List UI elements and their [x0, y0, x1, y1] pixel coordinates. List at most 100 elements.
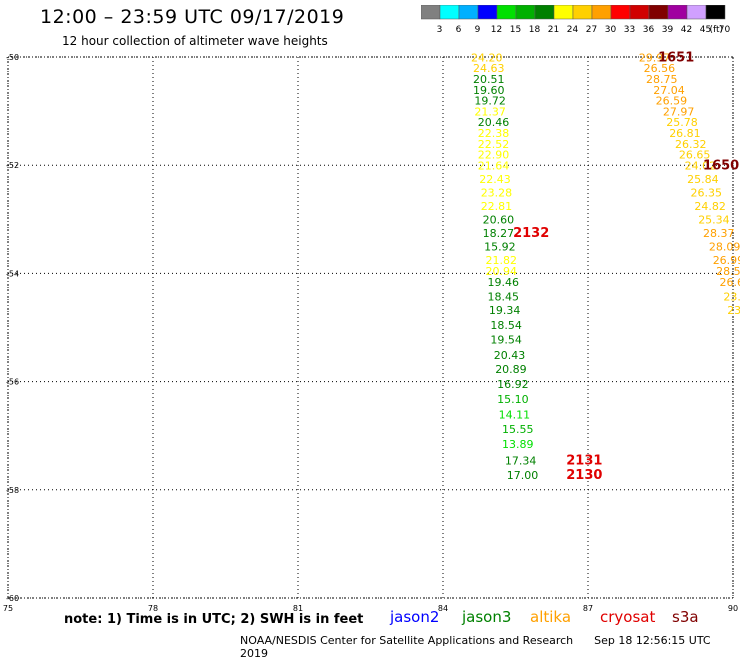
- wave-height-value-37: 26.59: [656, 95, 688, 108]
- lon-label-87: 87: [583, 604, 593, 613]
- wave-height-value-4: 19.72: [474, 95, 506, 108]
- wave-height-value-23: 19.54: [490, 334, 522, 347]
- colorbar-bin-70: [705, 5, 726, 20]
- colorbar-tick-45: 45: [700, 25, 711, 35]
- wave-height-value-45: 26.35: [690, 187, 722, 200]
- wave-height-value-19: 19.46: [487, 276, 519, 289]
- colorbar-tick-21: 21: [548, 25, 559, 35]
- wave-height-value-17: 21.82: [486, 254, 518, 267]
- wave-height-value-15: 18.27: [483, 227, 514, 240]
- wave-height-value-40: 26.81: [669, 127, 701, 140]
- colorbar-tick-27: 27: [586, 25, 597, 35]
- wave-height-value-14: 20.60: [483, 214, 514, 227]
- colorbar-tick-15: 15: [510, 25, 521, 35]
- map-subtitle: 12 hour collection of altimeter wave hei…: [62, 34, 328, 48]
- wave-height-value-29: 15.55: [502, 423, 534, 436]
- pass-time-1650: 1650: [703, 159, 739, 174]
- pass-time-1651: 1651: [658, 50, 694, 65]
- wave-height-value-38: 27.97: [663, 105, 695, 118]
- wave-height-value-10: 21.64: [478, 160, 510, 173]
- map-frame: [7, 56, 734, 599]
- wave-height-value-28: 14.11: [499, 408, 531, 421]
- wave-height-value-44: 25.84: [687, 173, 719, 186]
- wave-height-value-53: 23.96: [723, 290, 740, 303]
- wave-height-points: 24.2024.6320.5119.6019.7221.3720.4622.38…: [471, 51, 740, 482]
- wave-height-value-41: 26.32: [675, 138, 707, 151]
- pass-time-2131: 2131: [566, 453, 602, 468]
- wave-height-value-31: 17.34: [505, 454, 537, 467]
- colorbar-tick-36: 36: [643, 25, 655, 35]
- lat-label-56: -56: [6, 378, 19, 387]
- lat-label-60: -60: [6, 594, 19, 603]
- wave-height-colorbar: 3 6 9 12 15 18 21 24 27 30 33 36 39 42 45 70(ft): [421, 5, 731, 35]
- wave-height-value-39: 25.78: [666, 116, 698, 129]
- colorbar-tick-6: 6: [456, 25, 462, 35]
- wave-height-value-9: 22.90: [478, 149, 510, 162]
- legend-jason2: jason2: [390, 608, 440, 626]
- legend-altika: altika: [530, 608, 572, 626]
- wave-height-value-5: 21.37: [474, 105, 506, 118]
- lon-label-78: 78: [148, 604, 158, 613]
- wave-height-value-18: 20.94: [486, 265, 518, 278]
- wave-height-value-36: 27.04: [653, 84, 685, 97]
- wave-height-value-25: 20.89: [495, 363, 527, 376]
- lon-label-81: 81: [293, 604, 303, 613]
- wave-height-value-27: 15.10: [497, 393, 528, 406]
- wave-height-value-34: 26.56: [644, 62, 676, 75]
- wave-height-value-11: 22.43: [479, 173, 511, 186]
- wave-height-value-20: 18.45: [487, 290, 519, 303]
- wave-height-value-3: 19.60: [473, 84, 505, 97]
- legend-cryosat: cryosat: [600, 608, 656, 626]
- wave-height-value-6: 20.46: [478, 116, 510, 129]
- map-title: 12:00 – 23:59 UTC 09/17/2019: [40, 6, 345, 28]
- colorbar-tick-70: 70: [719, 25, 731, 35]
- pass-time-2130: 2130: [566, 468, 602, 483]
- wave-height-value-13: 22.81: [481, 200, 513, 213]
- wave-height-value-8: 22.52: [478, 138, 510, 151]
- colorbar-tick-3: 3: [437, 25, 443, 35]
- colorbar-tick-42: 42: [681, 25, 692, 35]
- wave-height-value-2: 20.51: [473, 73, 505, 86]
- lon-label-90: 90: [728, 604, 738, 613]
- wave-height-value-12: 23.28: [481, 187, 513, 200]
- axis-labels: 75 78 81 84 87 90 -50 -52 -54 -56 -58 -60: [3, 53, 738, 613]
- legend-jason3: jason3: [462, 608, 512, 626]
- wave-height-value-48: 28.37: [703, 227, 735, 240]
- wave-height-value-43: 24.02: [685, 160, 717, 173]
- colorbar-unit: (ft): [709, 25, 723, 35]
- lon-label-75: 75: [3, 604, 13, 613]
- wave-height-value-26: 16.92: [497, 378, 528, 391]
- lat-label-52: -52: [6, 161, 19, 170]
- wave-height-value-1: 24.63: [473, 62, 505, 75]
- lon-label-84: 84: [438, 604, 448, 613]
- lat-label-50: -50: [6, 53, 19, 62]
- wave-height-value-0: 24.20: [471, 51, 503, 64]
- wave-height-value-51: 28.56: [716, 265, 740, 278]
- legend-s3a: s3a: [672, 608, 699, 626]
- wave-height-value-22: 18.54: [490, 319, 522, 332]
- colorbar-tick-9: 9: [475, 25, 481, 35]
- colorbar-tick-39: 39: [662, 25, 674, 35]
- colorbar-tick-24: 24: [567, 25, 579, 35]
- lat-label-58: -58: [6, 486, 19, 495]
- units-note: note: 1) Time is in UTC; 2) SWH is in fe…: [64, 612, 364, 627]
- wave-height-value-30: 13.89: [502, 438, 534, 451]
- colorbar-tick-18: 18: [529, 25, 541, 35]
- colorbar-tick-33: 33: [624, 25, 635, 35]
- wave-height-value-35: 28.75: [646, 73, 678, 86]
- wave-height-value-21: 19.34: [489, 304, 520, 317]
- wave-height-value-47: 25.34: [698, 214, 730, 227]
- wave-height-value-42: 26.65: [679, 149, 711, 162]
- wave-height-value-32: 17.00: [507, 469, 539, 482]
- wave-height-value-46: 24.82: [694, 200, 726, 213]
- pass-time-2132: 2132: [513, 226, 549, 241]
- credit-text: NOAA/NESDIS Center for Satellite Applica…: [240, 634, 574, 647]
- colorbar-tick-12: 12: [491, 25, 502, 35]
- map-grid: [7, 56, 734, 599]
- credit-line: NOAA/NESDIS Center for Satellite Applica…: [240, 634, 740, 660]
- wave-height-value-52: 26.64: [719, 276, 740, 289]
- wave-height-value-49: 28.09: [709, 241, 740, 254]
- wave-height-value-54: 23.40: [727, 304, 740, 317]
- wave-height-value-33: 29.97: [639, 51, 671, 64]
